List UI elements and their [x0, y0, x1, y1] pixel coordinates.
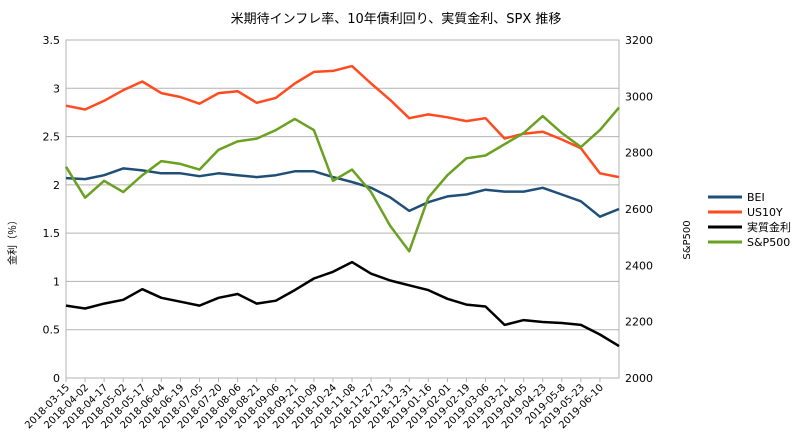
series-line-us10y [65, 64, 620, 179]
x-axis: 2018-03-152018-04-022018-04-172018-05-02… [23, 378, 606, 431]
y-tick-right-label: 2400 [625, 259, 653, 272]
y-axis-right-label: S&P500 [682, 220, 693, 259]
y-tick-left-label: 2.5 [43, 131, 61, 144]
gridlines [65, 39, 620, 379]
y-tick-right-label: 2600 [625, 203, 653, 216]
legend-label: S&P500 [747, 236, 790, 249]
series-line-bei [65, 167, 620, 218]
y-tick-left-label: 1 [53, 275, 60, 288]
y-tick-right-label: 2200 [625, 316, 653, 329]
y-tick-left-label: 3.5 [43, 34, 61, 47]
series-line-sp500 [64, 106, 620, 253]
y-tick-right-label: 2800 [625, 147, 653, 160]
y-tick-left-label: 2 [53, 179, 60, 192]
y-tick-right-label: 2000 [625, 372, 653, 385]
chart-title: 米期待インフレ率、10年債利回り、実質金利、SPX 推移 [231, 11, 562, 27]
y-tick-left-label: 1.5 [43, 227, 61, 240]
y-axis-left-label: 金利（％） [6, 215, 19, 265]
legend-label: US10Y [747, 206, 783, 219]
y-tick-left-label: 0.5 [43, 324, 61, 337]
y-tick-left-label: 0 [53, 372, 60, 385]
series-lines [64, 64, 620, 348]
y-tick-right-label: 3200 [625, 34, 653, 47]
y-tick-right-label: 3000 [625, 90, 653, 103]
plot-frame [65, 39, 620, 379]
y-tick-left-label: 3 [53, 82, 60, 95]
series-line- [65, 260, 620, 348]
legend-label: 実質金利 [747, 220, 791, 234]
y-axis-right: 2000 2200 2400 2600 2800 3000 3200 [625, 34, 653, 385]
legend-label: BEI [747, 191, 765, 204]
y-axis-left: 0 0.5 1 1.5 2 2.5 3 3.5 [43, 34, 61, 385]
